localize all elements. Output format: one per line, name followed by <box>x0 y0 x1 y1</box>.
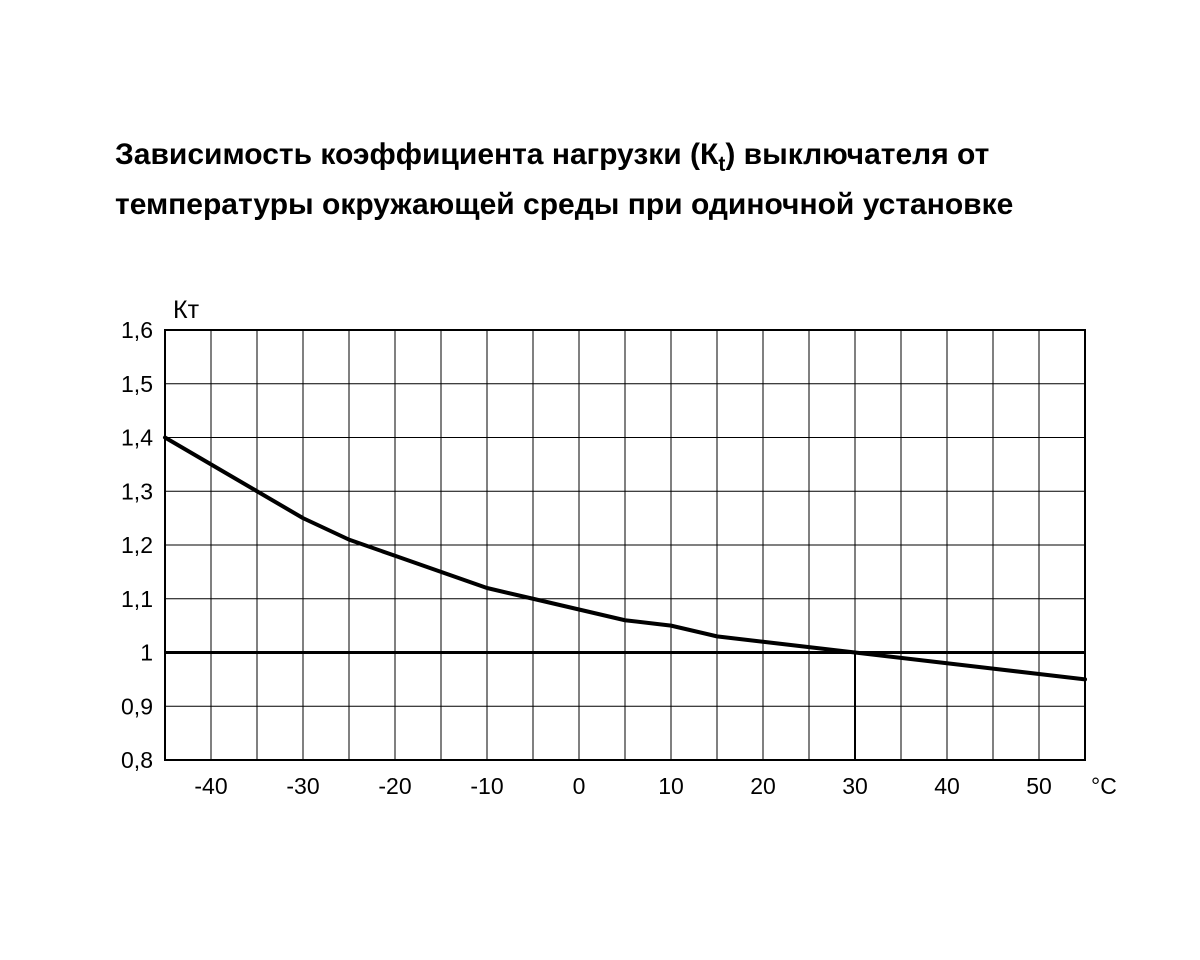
x-tick-label: -40 <box>194 773 227 799</box>
title-line2: температуры окружающей среды при одиночн… <box>115 188 1013 221</box>
y-tick-label: 0,9 <box>121 693 153 719</box>
y-tick-label: 0,8 <box>121 747 153 773</box>
x-tick-label: -10 <box>470 773 503 799</box>
y-tick-label: 1,1 <box>121 586 153 612</box>
y-tick-label: 1 <box>140 640 153 666</box>
title-line1b: ) выключателя от <box>725 138 989 171</box>
x-tick-label: 0 <box>573 773 586 799</box>
y-tick-label: 1,6 <box>121 317 153 343</box>
line-chart: 0,8 0,9 1 1,1 1,2 1,3 1,4 1,5 1,6 Кт -40 -30 -20 -10 0… <box>95 290 1135 815</box>
x-tick-label: 20 <box>750 773 776 799</box>
chart-title: Зависимость коэффициента нагрузки (Кt) в… <box>115 132 1085 228</box>
chart-container: 0,8 0,9 1 1,1 1,2 1,3 1,4 1,5 1,6 Кт -40 -30 -20 -10 0… <box>95 290 1135 820</box>
y-tick-label: 1,2 <box>121 532 153 558</box>
title-line1: Зависимость коэффициента нагрузки (К <box>115 138 718 171</box>
x-tick-label: 50 <box>1026 773 1052 799</box>
x-tick-label: 10 <box>658 773 684 799</box>
y-tick-label: 1,3 <box>121 478 153 504</box>
y-axis-label: Кт <box>173 296 200 324</box>
x-tick-label: -20 <box>378 773 411 799</box>
x-tick-label: 40 <box>934 773 960 799</box>
y-tick-label: 1,4 <box>121 425 153 451</box>
x-tick-label: -30 <box>286 773 319 799</box>
page: Зависимость коэффициента нагрузки (Кt) в… <box>0 0 1200 960</box>
y-tick-label: 1,5 <box>121 371 153 397</box>
x-tick-label: 30 <box>842 773 868 799</box>
x-axis-unit: °C <box>1091 773 1117 799</box>
